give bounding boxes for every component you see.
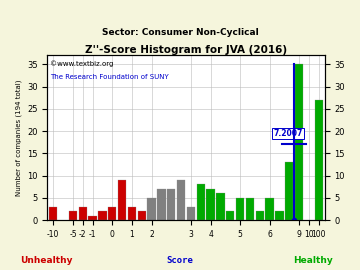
Bar: [148, 198, 156, 220]
Bar: [236, 198, 244, 220]
Text: Unhealthy: Unhealthy: [21, 256, 73, 265]
Bar: [256, 211, 264, 220]
Bar: [265, 198, 274, 220]
Bar: [285, 162, 293, 220]
Text: Score: Score: [167, 256, 193, 265]
Bar: [49, 207, 58, 220]
Bar: [206, 189, 215, 220]
Bar: [177, 180, 185, 220]
Bar: [167, 189, 175, 220]
Y-axis label: Number of companies (194 total): Number of companies (194 total): [15, 80, 22, 196]
Bar: [89, 216, 97, 220]
Title: Z''-Score Histogram for JVA (2016): Z''-Score Histogram for JVA (2016): [85, 45, 287, 55]
Bar: [197, 184, 205, 220]
Text: 7.2007: 7.2007: [274, 129, 303, 138]
Bar: [315, 100, 323, 220]
Bar: [118, 180, 126, 220]
Bar: [69, 211, 77, 220]
Bar: [226, 211, 234, 220]
Text: Healthy: Healthy: [293, 256, 333, 265]
Bar: [98, 211, 107, 220]
Bar: [138, 211, 146, 220]
Bar: [246, 198, 254, 220]
Bar: [216, 193, 225, 220]
Bar: [295, 64, 303, 220]
Bar: [78, 207, 87, 220]
Bar: [108, 207, 117, 220]
Text: Sector: Consumer Non-Cyclical: Sector: Consumer Non-Cyclical: [102, 28, 258, 37]
Bar: [187, 207, 195, 220]
Bar: [157, 189, 166, 220]
Bar: [275, 211, 284, 220]
Text: ©www.textbiz.org: ©www.textbiz.org: [50, 60, 113, 67]
Text: The Research Foundation of SUNY: The Research Foundation of SUNY: [50, 74, 169, 80]
Bar: [128, 207, 136, 220]
